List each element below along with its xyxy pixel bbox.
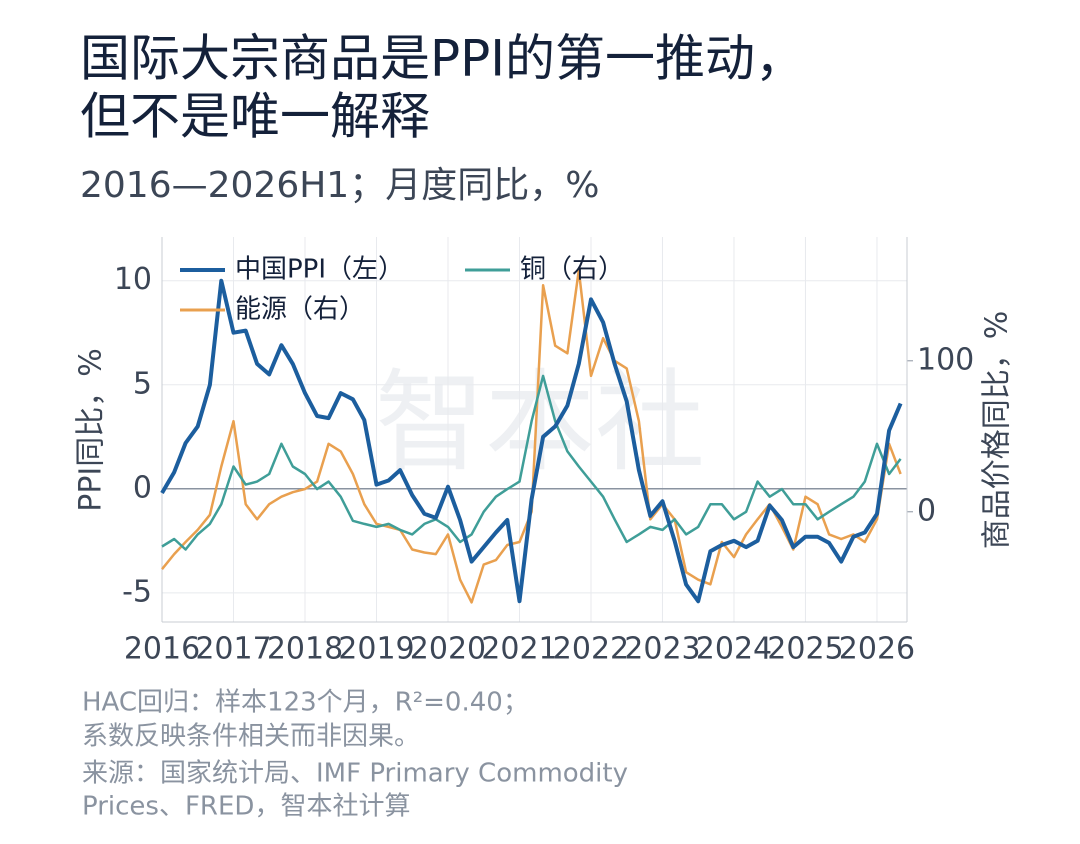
- x-tick-label: 2026: [839, 632, 915, 667]
- note: Prices、FRED，智本社计算: [82, 792, 410, 822]
- y-tick-label: 5: [133, 366, 152, 401]
- x-tick-label: 2020: [410, 632, 486, 667]
- legend-label: 中国PPI（左）: [235, 255, 404, 285]
- watermark: 智本社: [375, 358, 705, 486]
- x-tick-label: 2025: [767, 632, 843, 667]
- legend-label: 铜（右）: [520, 255, 624, 285]
- y-tick-label: -5: [122, 574, 152, 609]
- x-tick-label: 2016: [124, 632, 200, 667]
- y-tick-label: 10: [114, 262, 152, 297]
- legend-label: 能源（右）: [235, 295, 365, 325]
- y2-tick-label: 100: [917, 342, 974, 377]
- chart-subtitle: 2016—2026H1；月度同比，%: [80, 165, 599, 206]
- chart-title: 但不是唯一解释: [80, 88, 430, 146]
- y2-axis-label: 商品价格同比，%: [980, 311, 1015, 550]
- y2-tick-label: 0: [917, 493, 936, 528]
- x-tick-label: 2018: [267, 632, 343, 667]
- series-line: [160, 278, 903, 604]
- x-tick-label: 2019: [338, 632, 414, 667]
- note: 来源：国家统计局、IMF Primary Commodity: [82, 759, 628, 789]
- x-tick-label: 2022: [553, 632, 629, 667]
- x-tick-label: 2021: [481, 632, 557, 667]
- chart-title: 国际大宗商品是PPI的第一推动，: [80, 30, 805, 88]
- x-tick-label: 2017: [195, 632, 271, 667]
- x-tick-label: 2023: [624, 632, 700, 667]
- note: HAC回归：样本123个月，R²=0.40；: [82, 688, 529, 718]
- y-axis-label: PPI同比，%: [74, 348, 109, 512]
- note: 系数反映条件相关而非因果。: [82, 722, 420, 752]
- y-tick-label: 0: [133, 470, 152, 505]
- series-line: [161, 374, 902, 551]
- x-tick-label: 2024: [696, 632, 772, 667]
